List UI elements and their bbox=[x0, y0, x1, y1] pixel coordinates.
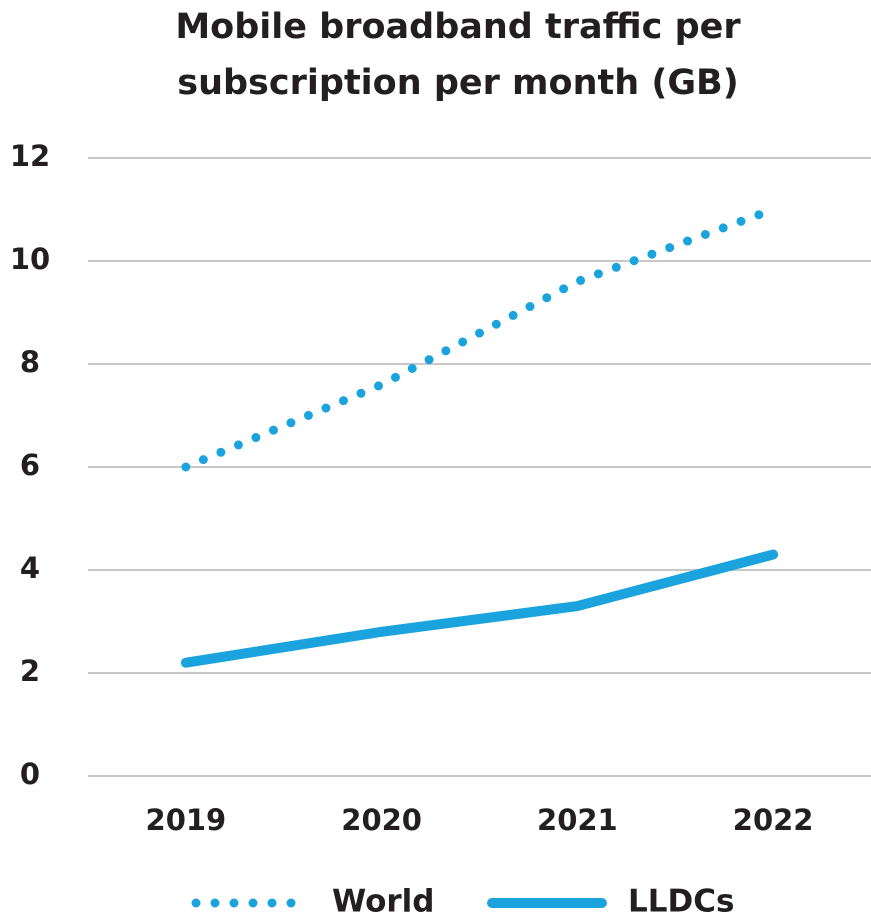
y-tick-label: 12 bbox=[10, 139, 50, 173]
x-tick-label: 2021 bbox=[537, 803, 618, 837]
line-series bbox=[181, 205, 778, 472]
chart-title: subscription per month (GB) bbox=[177, 63, 738, 103]
legend-label: World bbox=[332, 884, 435, 918]
y-tick-label: 10 bbox=[10, 242, 50, 276]
chart-title: Mobile broadband traffic per bbox=[175, 7, 741, 47]
y-tick-label: 6 bbox=[20, 448, 40, 482]
y-tick-label: 2 bbox=[20, 654, 40, 688]
x-tick-label: 2020 bbox=[341, 803, 422, 837]
x-tick-label: 2022 bbox=[733, 803, 814, 837]
y-tick-label: 4 bbox=[20, 551, 40, 585]
y-tick-label: 8 bbox=[20, 345, 40, 379]
x-tick-label: 2019 bbox=[146, 803, 227, 837]
line-series bbox=[180, 549, 779, 668]
y-tick-label: 0 bbox=[20, 757, 40, 791]
legend-label: LLDCs bbox=[628, 884, 734, 918]
